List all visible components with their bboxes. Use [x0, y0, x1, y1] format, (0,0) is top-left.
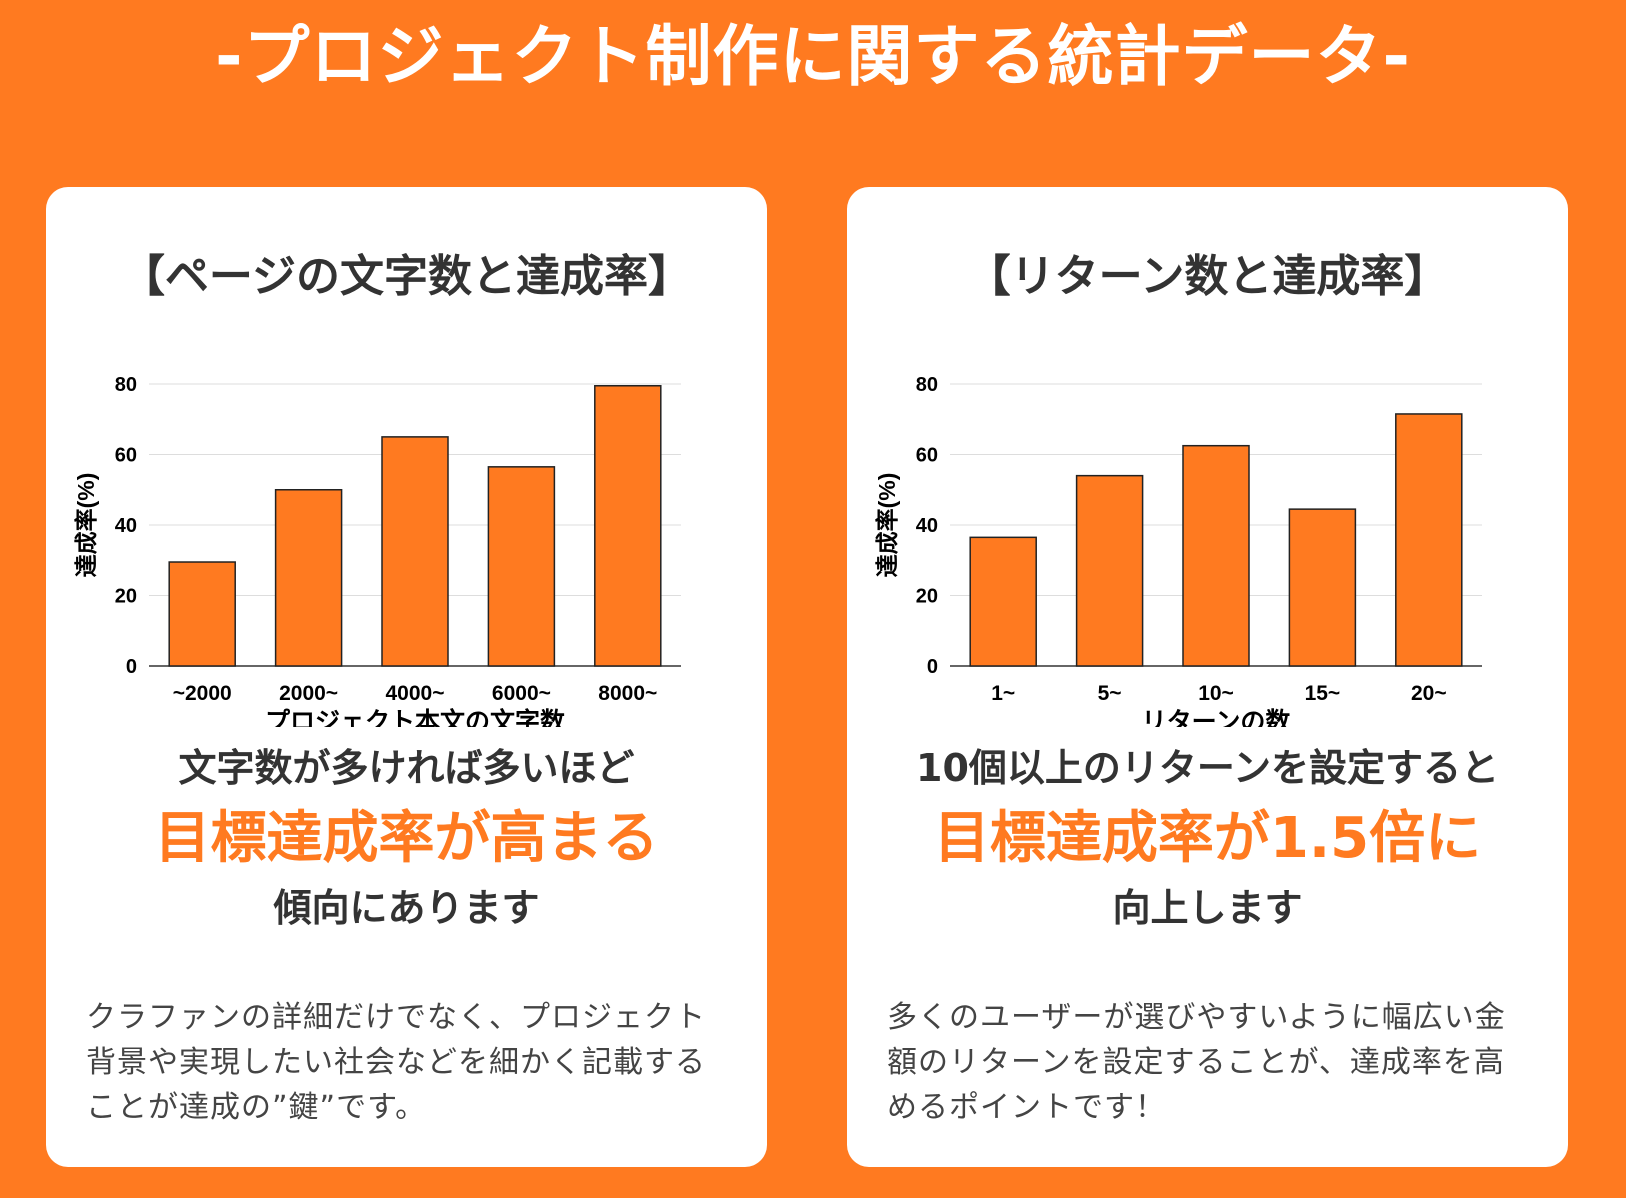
card-title: 【リターン数と達成率】	[966, 251, 1449, 302]
headline-tail: 傾向にあります	[273, 886, 540, 930]
y-axis-label: 達成率(%)	[874, 473, 900, 578]
y-tick-label: 0	[927, 656, 938, 678]
bar	[1395, 413, 1463, 667]
bar	[1182, 444, 1250, 667]
bar	[274, 489, 343, 667]
x-tick-label: 8000~	[598, 682, 657, 705]
bar	[381, 436, 449, 667]
x-tick-label: 15~	[1305, 682, 1341, 705]
x-axis-label: プロジェクト本文の文字数	[265, 707, 566, 727]
x-tick-label: 20~	[1411, 682, 1447, 705]
chart-svg: 0 20 40 60 80 1~ 5~ 10~ 15~ 20~ リターンの数 達成率(%)	[874, 374, 1482, 736]
returns-bar-chart: 0 20 40 60 80 1~ 5~ 10~ 15~ 20~ リターンの数 達成率(%)	[847, 347, 1568, 736]
y-tick-label: 20	[916, 586, 938, 608]
x-tick-label: 1~	[991, 682, 1015, 705]
headline-lead: 10個以上のリターンを設定すると	[916, 746, 1499, 790]
y-tick-label: 60	[916, 445, 938, 467]
headline-highlight: 目標達成率が1.5倍に	[933, 806, 1482, 871]
y-tick-label: 80	[115, 374, 137, 396]
chart-svg: 0 20 40 60 80 ~2000 2000~ 4000~ 6000~ 8000~ プロジェクト…	[73, 374, 681, 736]
y-tick-label: 80	[916, 374, 938, 396]
characters-bar-chart: 0 20 40 60 80 ~2000 2000~ 4000~ 6000~ 8000~ プロジェクト…	[46, 347, 767, 736]
headline-lead: 文字数が多ければ多いほど	[178, 746, 635, 790]
bar	[168, 561, 236, 667]
y-tick-label: 20	[115, 586, 137, 608]
bar	[487, 466, 556, 667]
card-description: クラファンの詳細だけでなく、プロジェクト背景や実現したい社会などを細かく記載する…	[86, 1000, 706, 1125]
headline-tail: 向上します	[1112, 886, 1303, 930]
headline-highlight: 目標達成率が高まる	[154, 806, 659, 871]
x-tick-label: ~2000	[173, 682, 232, 705]
card-description: 多くのユーザーが選びやすいように幅広い金額のリターンを設定することが、達成率を高…	[887, 1000, 1506, 1125]
y-tick-label: 0	[126, 656, 137, 678]
x-tick-label: 6000~	[492, 682, 551, 705]
bar	[1288, 508, 1357, 667]
page-title: -プロジェクト制作に関する統計データ-	[215, 18, 1411, 95]
bar	[1075, 474, 1144, 667]
stat-card-returns: 【リターン数と達成率】 0 20 40 60 80 1~ 5~ 10~ 15~ 20~ リターンの数…	[847, 187, 1568, 1167]
y-axis-label: 達成率(%)	[73, 473, 99, 578]
x-axis-label: リターンの数	[1142, 708, 1292, 727]
x-tick-label: 10~	[1198, 682, 1234, 705]
bar	[594, 385, 662, 667]
card-title: 【ページの文字数と達成率】	[120, 251, 693, 302]
y-tick-label: 40	[115, 515, 137, 537]
x-tick-label: 4000~	[386, 682, 445, 705]
x-tick-label: 5~	[1098, 682, 1122, 705]
y-tick-label: 60	[115, 445, 137, 467]
stat-card-characters: 【ページの文字数と達成率】 0 20 40 60 80 ~2000 2000~ 4000~ 60…	[46, 187, 767, 1167]
bar	[969, 536, 1037, 667]
x-tick-label: 2000~	[279, 682, 338, 705]
y-tick-label: 40	[916, 515, 938, 537]
